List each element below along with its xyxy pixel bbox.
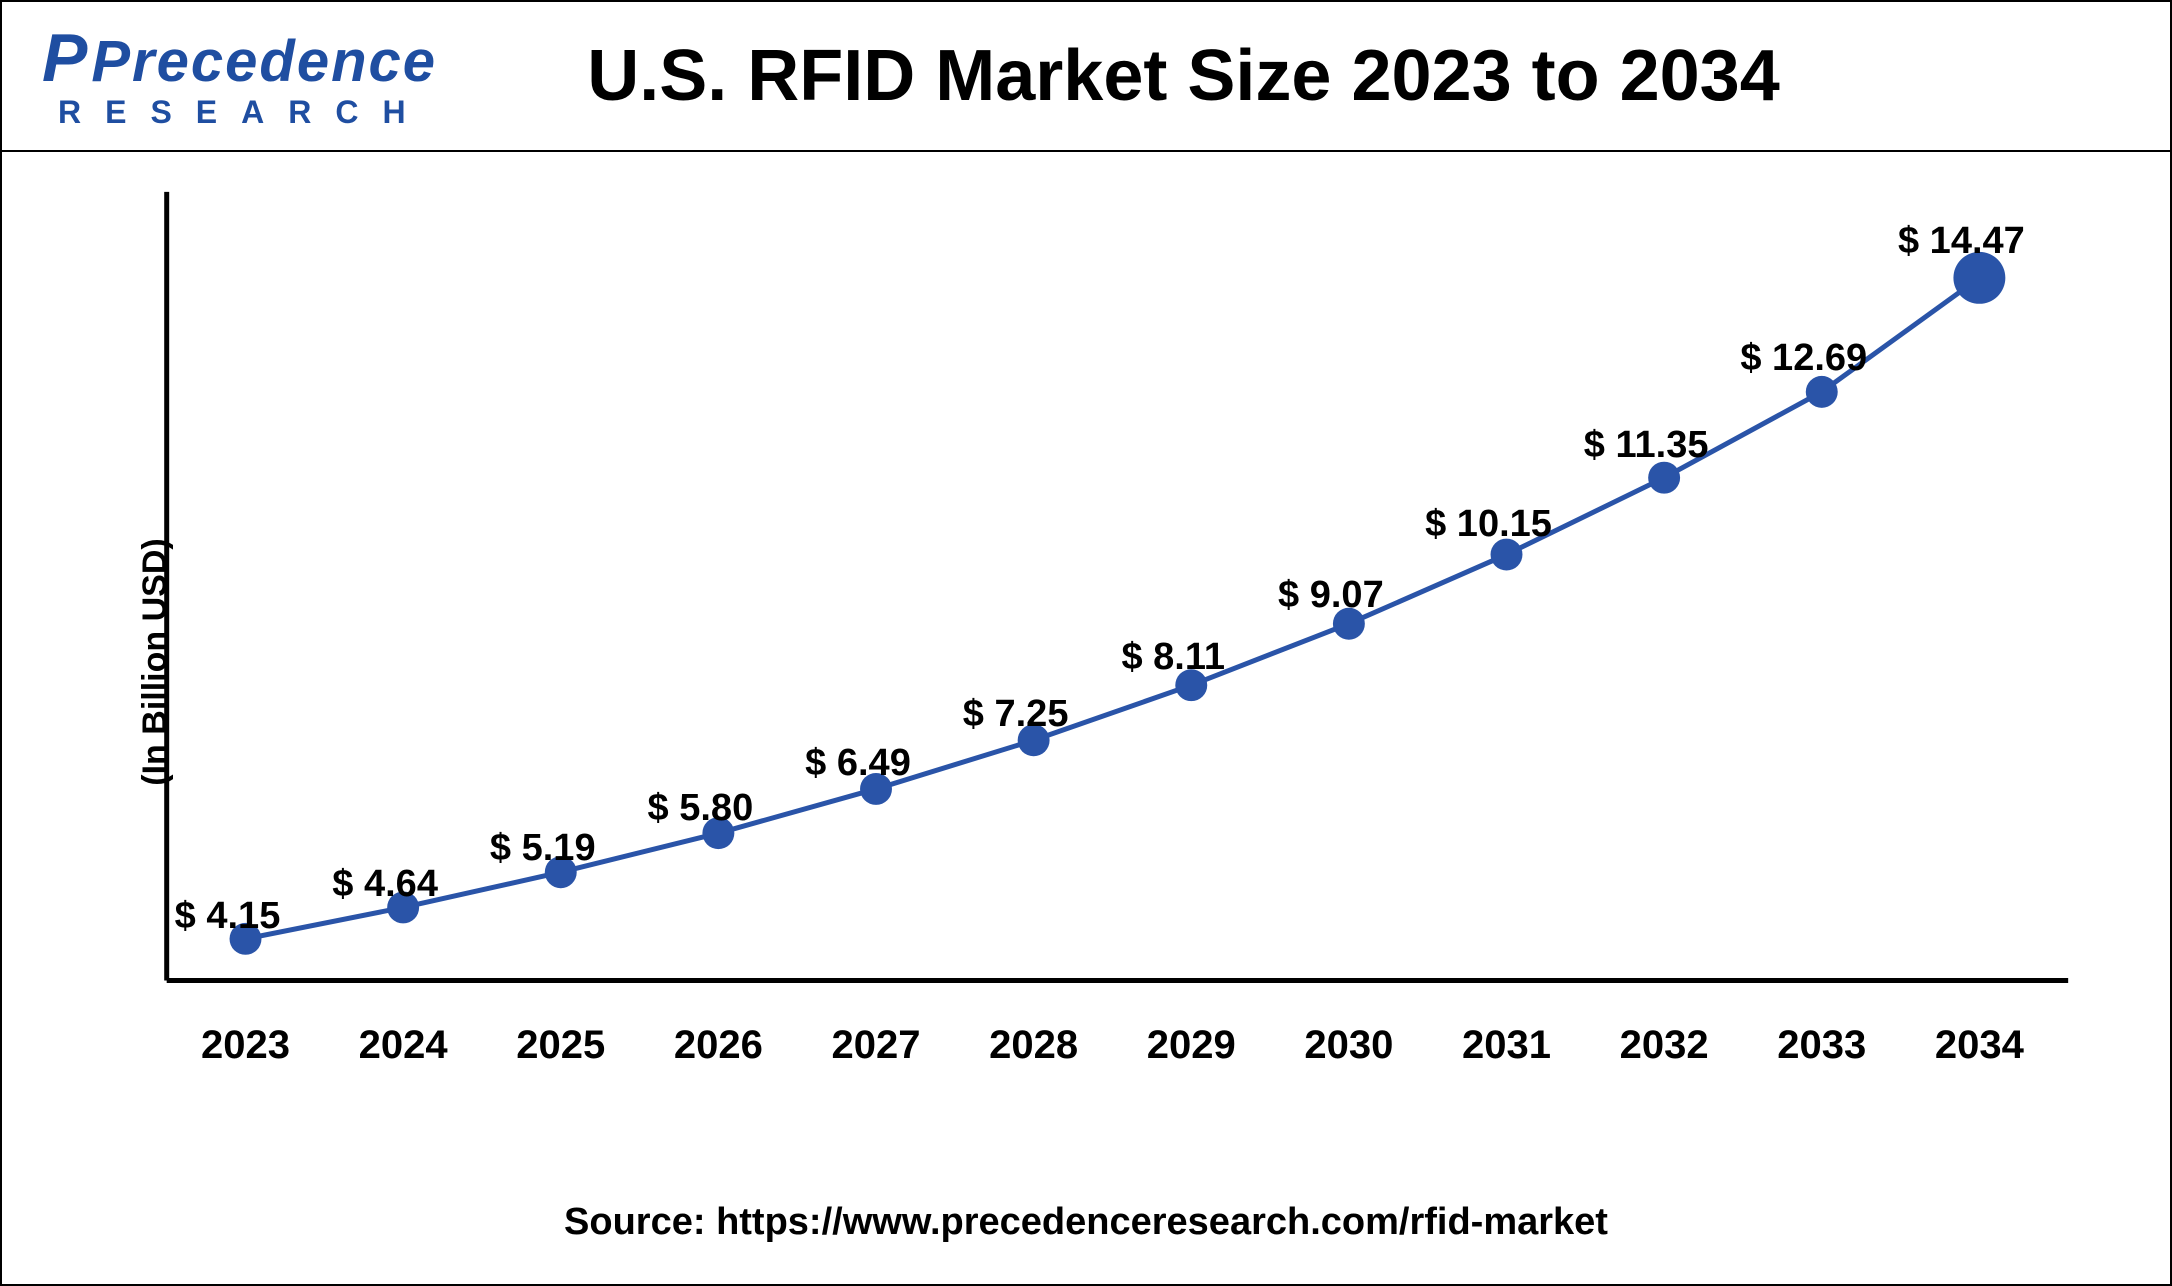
x-tick-label: 2031	[1462, 1023, 1551, 1068]
logo: PPrecedence RESEARCH	[42, 24, 437, 128]
data-label: $ 6.49	[805, 742, 911, 785]
x-tick-label: 2033	[1777, 1023, 1866, 1068]
data-label: $ 4.64	[332, 863, 438, 906]
data-label: $ 14.47	[1898, 220, 2025, 263]
data-label: $ 7.25	[963, 693, 1069, 736]
x-tick-label: 2024	[359, 1023, 448, 1068]
logo-top: PPrecedence	[42, 24, 437, 92]
source-text: Source: https://www.precedenceresearch.c…	[2, 1171, 2170, 1284]
data-label: $ 8.11	[1121, 636, 1225, 679]
header: PPrecedence RESEARCH U.S. RFID Market Si…	[2, 2, 2170, 152]
chart-frame: PPrecedence RESEARCH U.S. RFID Market Si…	[0, 0, 2172, 1286]
chart-area: (In Billion USD) $ 4.152023$ 4.642024$ 5…	[2, 152, 2170, 1171]
data-label: $ 9.07	[1278, 574, 1384, 617]
data-label: $ 5.80	[648, 787, 754, 830]
chart-svg	[2, 152, 2170, 1150]
x-tick-label: 2029	[1147, 1023, 1236, 1068]
data-label: $ 4.15	[175, 895, 281, 938]
data-label: $ 11.35	[1584, 424, 1709, 467]
logo-sub: RESEARCH	[58, 96, 437, 128]
x-tick-label: 2034	[1935, 1023, 2024, 1068]
data-label: $ 12.69	[1740, 337, 1867, 380]
x-tick-label: 2030	[1304, 1023, 1393, 1068]
x-tick-label: 2023	[201, 1023, 290, 1068]
x-tick-label: 2028	[989, 1023, 1078, 1068]
data-label: $ 5.19	[490, 827, 596, 870]
chart-title: U.S. RFID Market Size 2023 to 2034	[437, 35, 2130, 117]
x-tick-label: 2027	[832, 1023, 921, 1068]
logo-word: Precedence	[91, 33, 437, 91]
x-tick-label: 2026	[674, 1023, 763, 1068]
data-label: $ 10.15	[1425, 503, 1552, 546]
x-tick-label: 2032	[1620, 1023, 1709, 1068]
x-tick-label: 2025	[516, 1023, 605, 1068]
logo-mark: P	[42, 24, 89, 92]
